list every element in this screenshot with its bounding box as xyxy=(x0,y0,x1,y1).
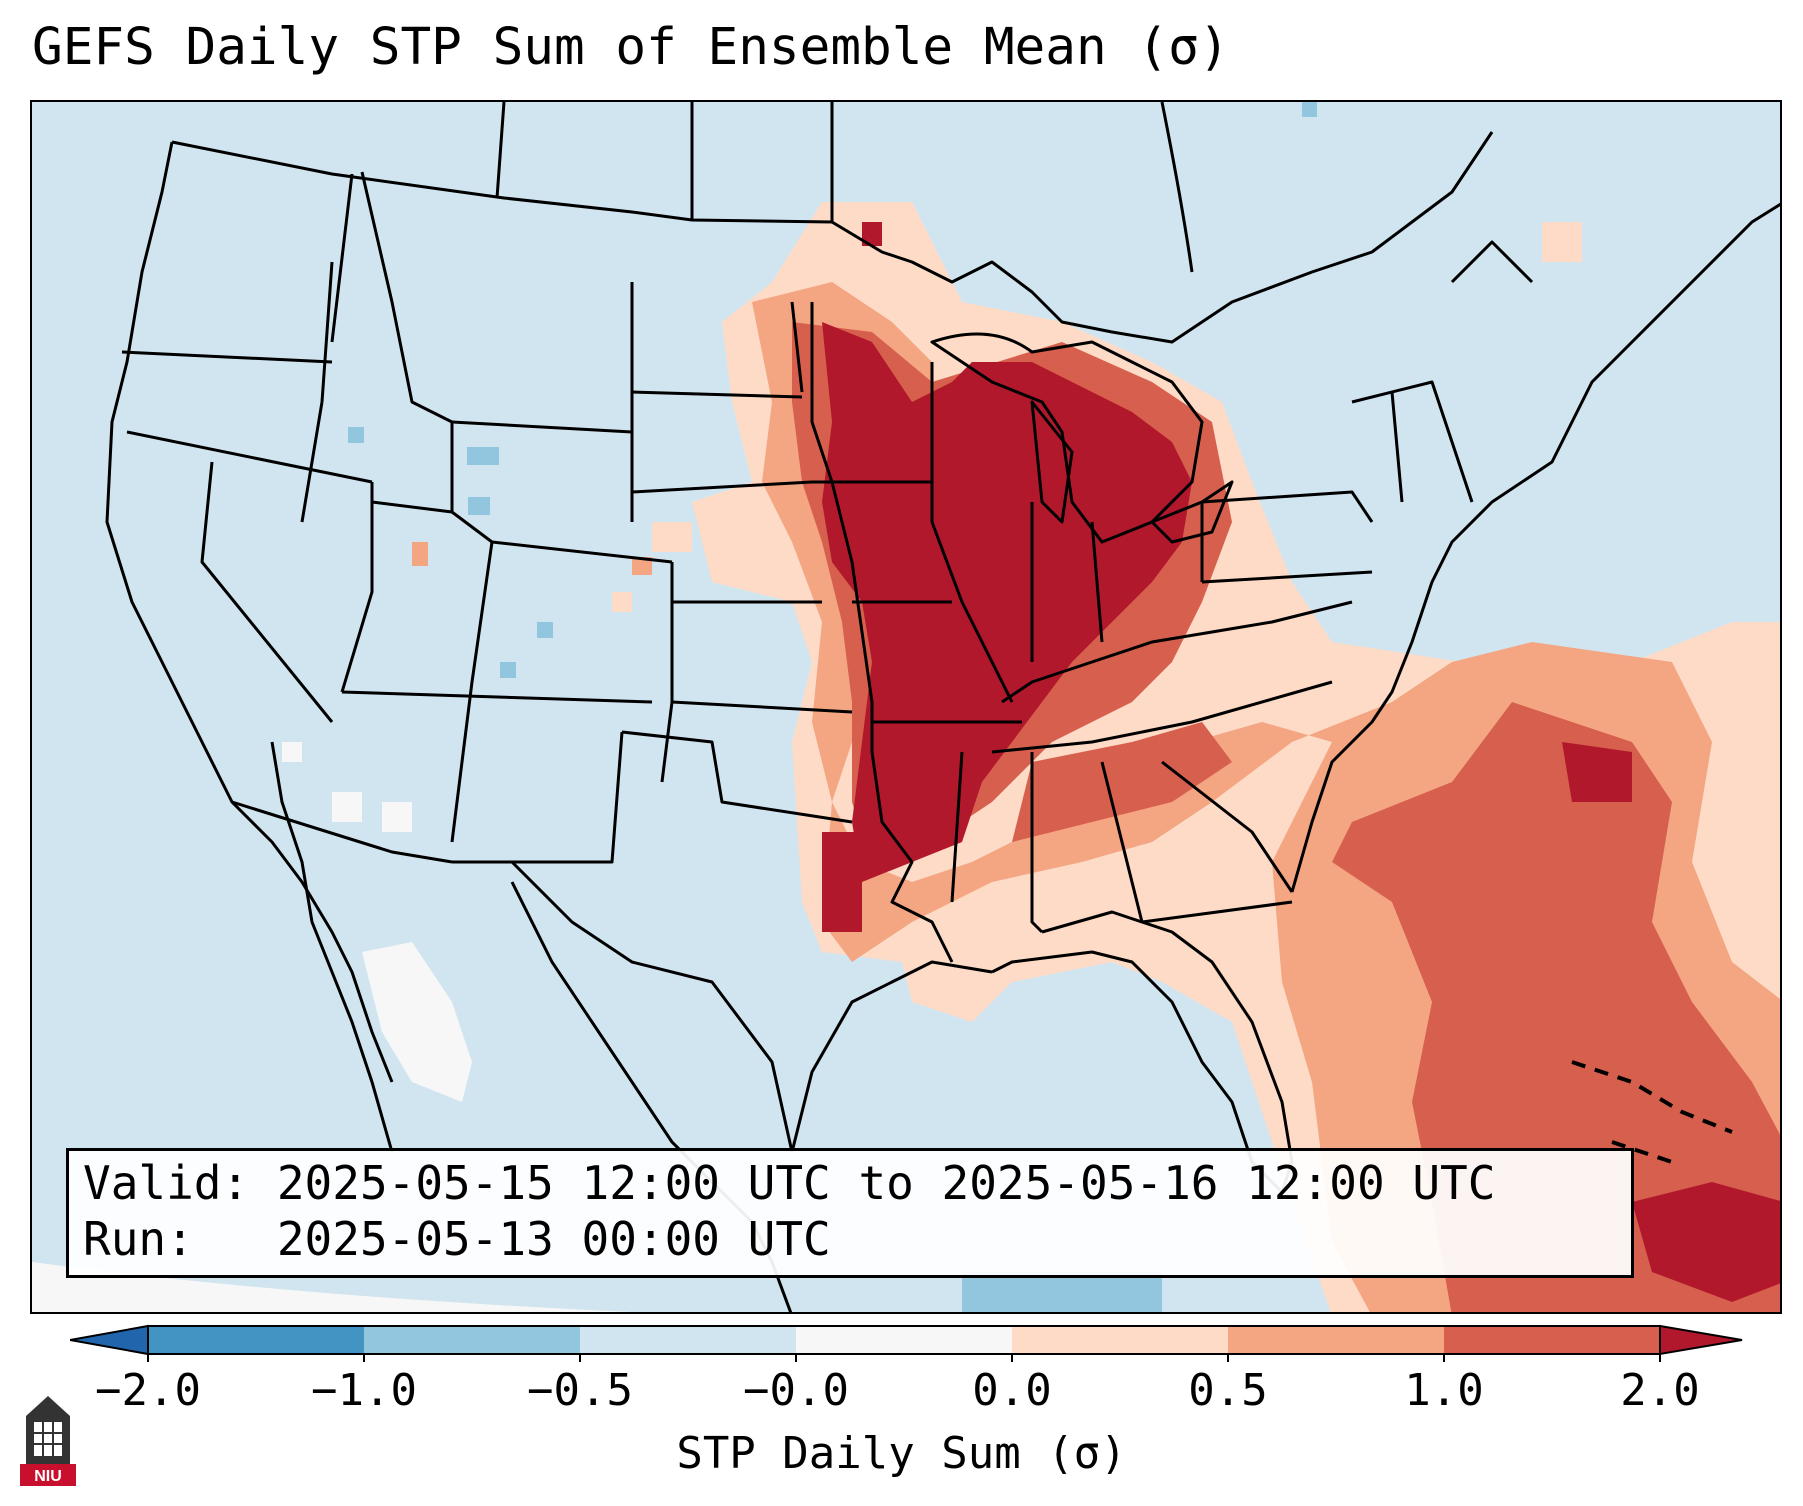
colorbar-tick-label: −1.0 xyxy=(311,1365,417,1416)
colorbar-bin-2 xyxy=(364,1326,580,1354)
colorbar-tick-label: −0.0 xyxy=(743,1365,849,1416)
map-panel xyxy=(30,100,1782,1314)
logo-text: NIU xyxy=(34,1468,62,1485)
caribbean-islands xyxy=(1571,1060,1733,1164)
colorbar-tick-label: −0.5 xyxy=(527,1365,633,1416)
colorbar-tick-label: 0.5 xyxy=(1188,1365,1268,1416)
colorbar-tick-label: 1.0 xyxy=(1404,1365,1484,1416)
colorbar-tick-label: 0.0 xyxy=(972,1365,1052,1416)
colorbar-bin-7 xyxy=(1444,1326,1660,1354)
colorbar-bin-4 xyxy=(796,1326,1012,1354)
map-canvas xyxy=(32,102,1780,1312)
colorbar-bin-5 xyxy=(1012,1326,1228,1354)
neutral-anomaly-areas xyxy=(32,742,632,1312)
niu-logo: NIU xyxy=(20,1396,76,1486)
colorbar xyxy=(70,1324,1743,1362)
valid-run-info-box: Valid: 2025-05-15 12:00 UTC to 2025-05-1… xyxy=(66,1148,1634,1278)
colorbar-extend-low xyxy=(70,1324,149,1356)
colorbar-tick-label: −2.0 xyxy=(95,1365,201,1416)
run-time-text: Run: 2025-05-13 00:00 UTC xyxy=(83,1212,831,1266)
colorbar-bin-1 xyxy=(148,1326,364,1354)
colorbar-extend-high xyxy=(1659,1324,1743,1356)
colorbar-bin-3 xyxy=(580,1326,796,1354)
valid-time-text: Valid: 2025-05-15 12:00 UTC to 2025-05-1… xyxy=(83,1156,1496,1210)
anomaly-above-2.0 xyxy=(822,222,1780,1302)
state-borders xyxy=(105,102,1780,1194)
colorbar-label: STP Daily Sum (σ) xyxy=(676,1428,1127,1479)
colorbar-bin-6 xyxy=(1228,1326,1444,1354)
chart-title: GEFS Daily STP Sum of Ensemble Mean (σ) xyxy=(32,18,1230,77)
colorbar-tick-label: 2.0 xyxy=(1620,1365,1700,1416)
